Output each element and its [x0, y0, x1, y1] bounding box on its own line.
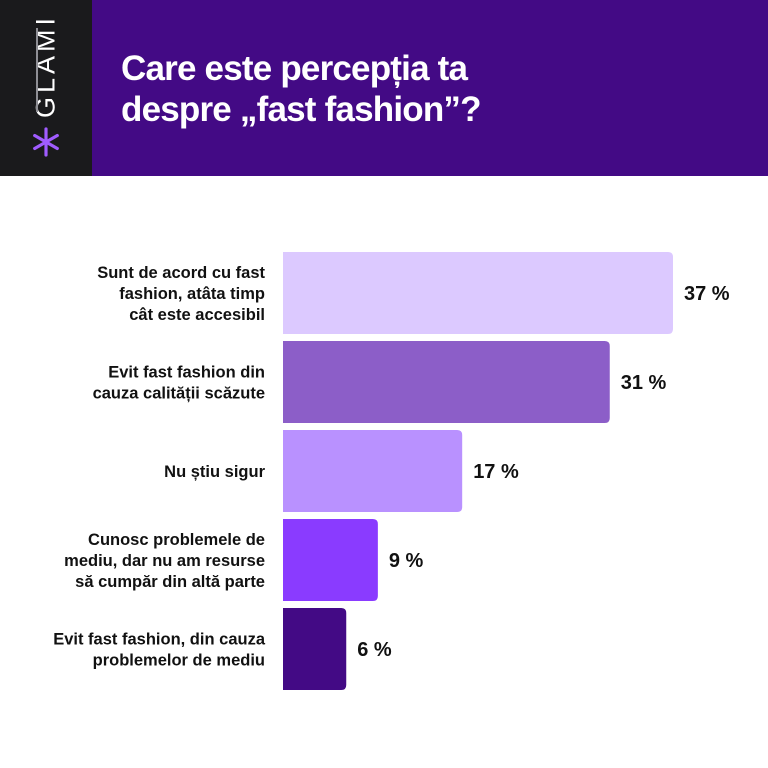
value-label-1: 37 %: [684, 283, 730, 305]
category-label-line: cauza calității scăzute: [93, 385, 265, 403]
category-label-line: Evit fast fashion din: [108, 364, 265, 382]
category-label-3: Nu știu sigur: [164, 463, 265, 481]
title-line-2: despre „fast fashion”?: [121, 90, 482, 129]
bar-2: [283, 341, 610, 423]
value-label-5: 6 %: [357, 639, 392, 661]
category-label-4: Cunosc problemele de mediu, dar nu am res…: [64, 531, 265, 591]
category-label-line: Sunt de acord cu fast: [97, 264, 265, 282]
brand-divider: [36, 28, 38, 112]
category-label-line: să cumpăr din altă parte: [75, 573, 265, 591]
bar-4: [283, 519, 378, 601]
category-label-1: Sunt de acord cu fast fashion, atâta timp…: [97, 264, 265, 324]
title-line-1: Care este percepția ta: [121, 49, 468, 88]
page-title: Care este percepția ta despre „fast fash…: [121, 48, 681, 130]
bar-1: [283, 252, 673, 334]
value-label-3: 17 %: [473, 461, 519, 483]
category-label-line: problemelor de mediu: [93, 652, 265, 670]
category-label-2: Evit fast fashion din cauza calității scă…: [93, 364, 265, 403]
bar-5: [283, 608, 347, 690]
bar-3: [283, 430, 463, 512]
category-label-line: Cunosc problemele de: [88, 531, 265, 549]
value-label-2: 31 %: [621, 372, 667, 394]
asterisk-icon: [33, 127, 59, 157]
category-label-5: Evit fast fashion, din cauza problemelor …: [53, 631, 266, 670]
category-label-line: Evit fast fashion, din cauza: [53, 631, 266, 649]
category-label-line: cât este accesibil: [129, 306, 265, 324]
category-label-line: fashion, atâta timp: [119, 285, 265, 303]
brand-strip: GLAMI: [0, 0, 92, 176]
category-label-line: Nu știu sigur: [164, 463, 265, 481]
value-label-4: 9 %: [389, 550, 424, 572]
header-banner: GLAMI Care este percepția ta despre „fas…: [0, 0, 768, 176]
category-label-line: mediu, dar nu am resurse: [64, 552, 265, 570]
